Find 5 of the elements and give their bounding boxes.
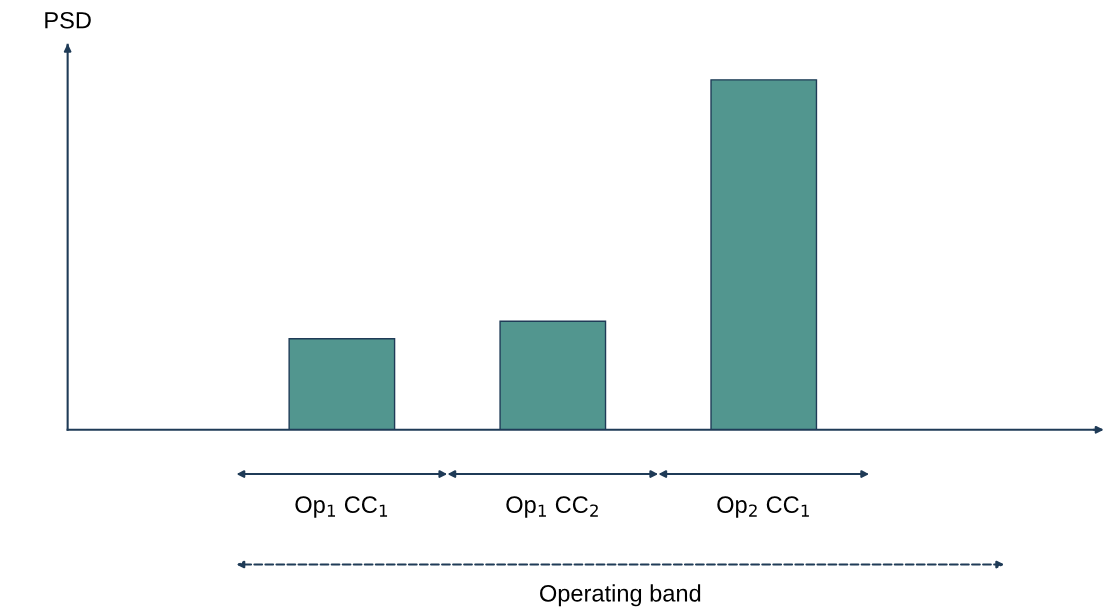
text: Operating band xyxy=(540,584,701,607)
text: PSD xyxy=(45,11,91,29)
x-tick-label: Op$_{1}$ CC$_{1}$ xyxy=(295,496,388,518)
x-tick-label: Op$_{2}$ CC$_{1}$ xyxy=(717,496,809,518)
x-tick-label: Op$_{1}$ CC$_{2}$ xyxy=(506,496,598,518)
